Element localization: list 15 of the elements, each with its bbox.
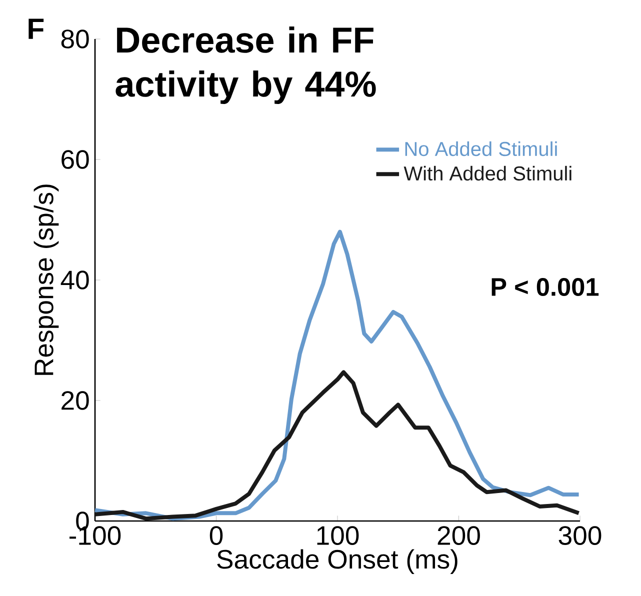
x-axis-title: Saccade Onset (ms) <box>217 549 458 574</box>
y-axis-title: Response (sp/s) <box>34 184 59 375</box>
y-tick-label: 40 <box>60 270 89 290</box>
annotation: P < 0.001 <box>492 278 599 296</box>
y-tick-label: 80 <box>61 30 89 48</box>
legend-label: No Added Stimuli <box>405 141 557 156</box>
text: F <box>28 18 44 39</box>
legend-label: With Added Stimuli <box>404 166 572 181</box>
y-tick-label: 20 <box>62 391 89 410</box>
x-tick-label: 300 <box>558 526 602 545</box>
chart-title: Decrease in FF activity by 44% <box>116 26 376 104</box>
x-tick-label: 200 <box>438 526 480 545</box>
x-tick-label: 100 <box>317 526 359 545</box>
y-tick-label: 60 <box>62 150 89 169</box>
x-tick-label: 0 <box>210 526 223 545</box>
